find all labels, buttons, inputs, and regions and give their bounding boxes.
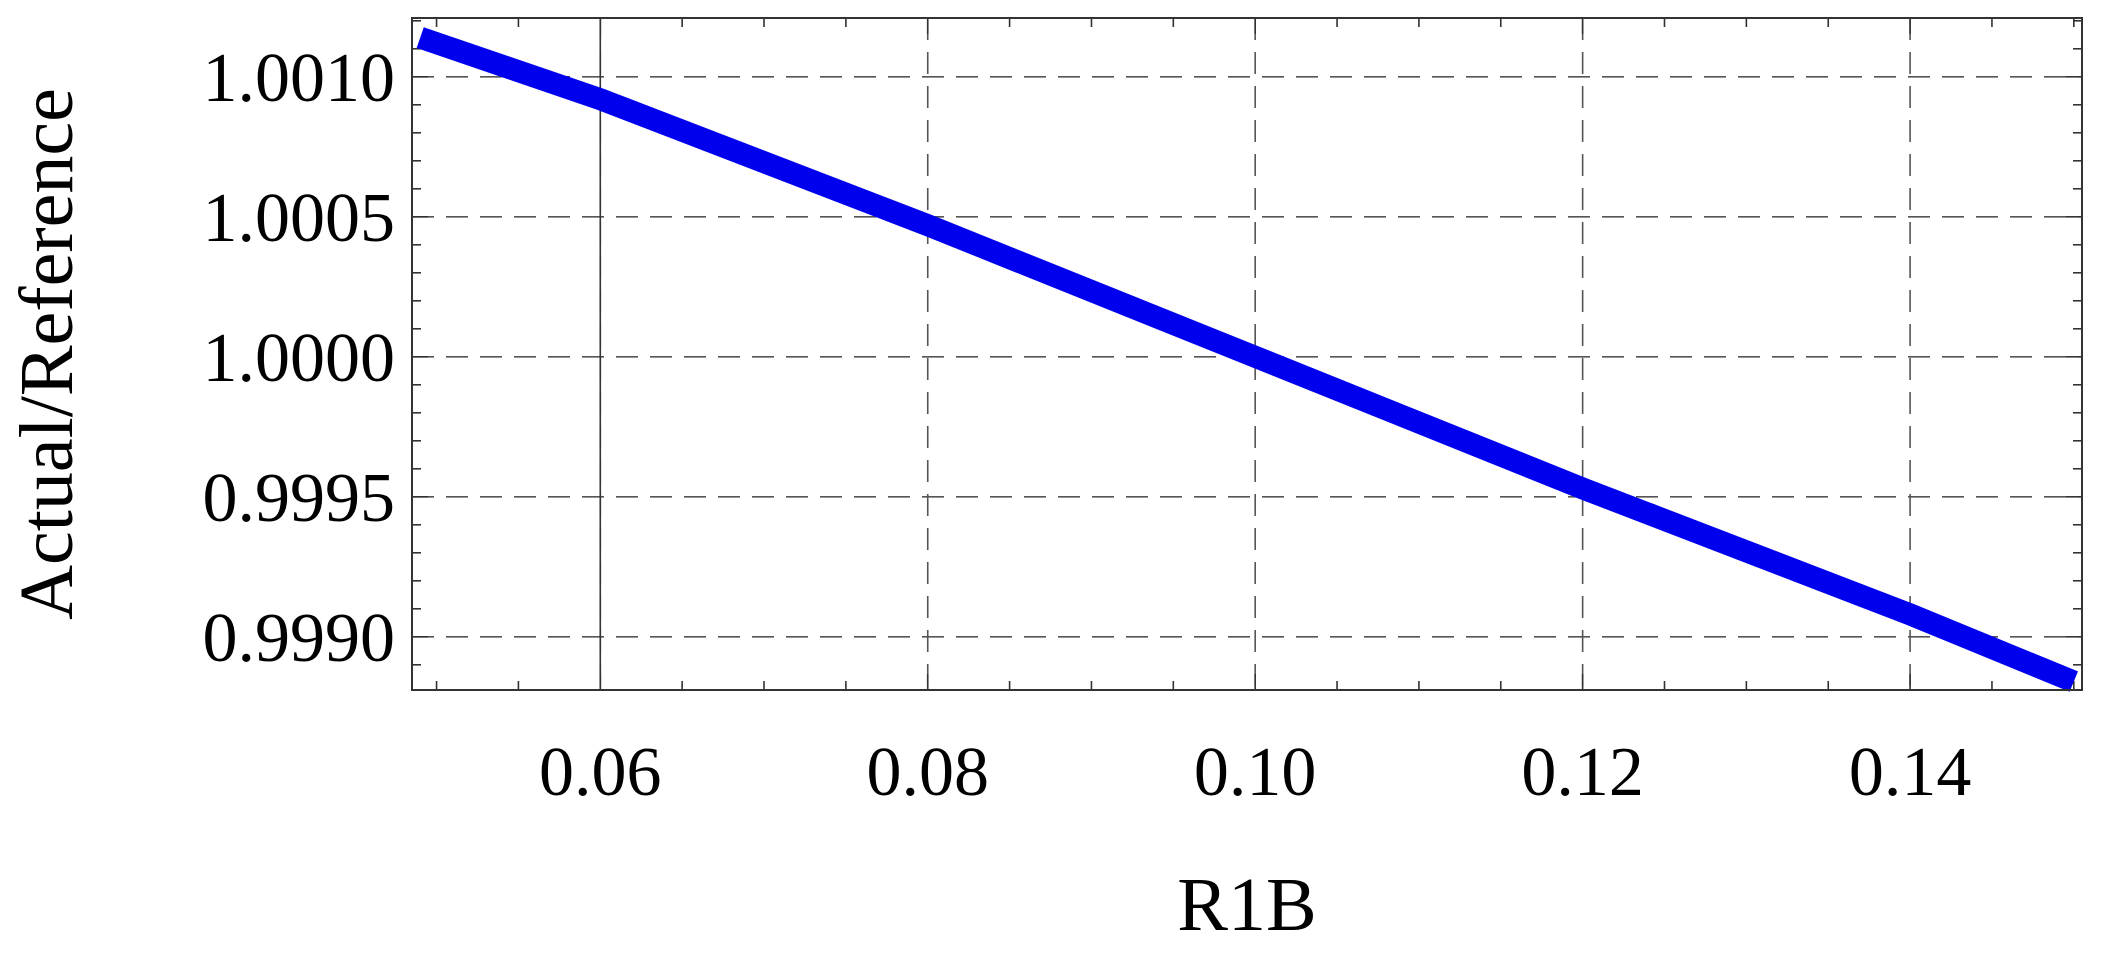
x-tick-label: 0.06 [539,734,662,811]
plot-frame [411,17,2083,691]
y-tick-label: 1.0000 [203,320,396,397]
x-tick-label: 0.12 [1521,734,1644,811]
x-tick-label: 0.14 [1849,734,1972,811]
x-tick-label: 0.08 [866,734,989,811]
y-tick-label: 1.0005 [203,180,396,257]
series-line [416,27,2078,692]
y-tick-label: 1.0010 [203,40,396,117]
x-tick-labels: 0.06 0.08 0.10 0.12 0.14 [539,734,1971,811]
minor-ticks [412,18,2082,690]
series-layer [416,27,2078,692]
y-tick-label: 0.9990 [203,600,396,677]
x-tick-label: 0.10 [1194,734,1317,811]
x-axis-title: R1B [1177,863,1316,947]
y-axis-title: Actual/Reference [5,88,89,620]
y-tick-label: 0.9995 [203,460,396,537]
y-tick-labels: 0.9990 0.9995 1.0000 1.0005 1.0010 [203,40,396,677]
